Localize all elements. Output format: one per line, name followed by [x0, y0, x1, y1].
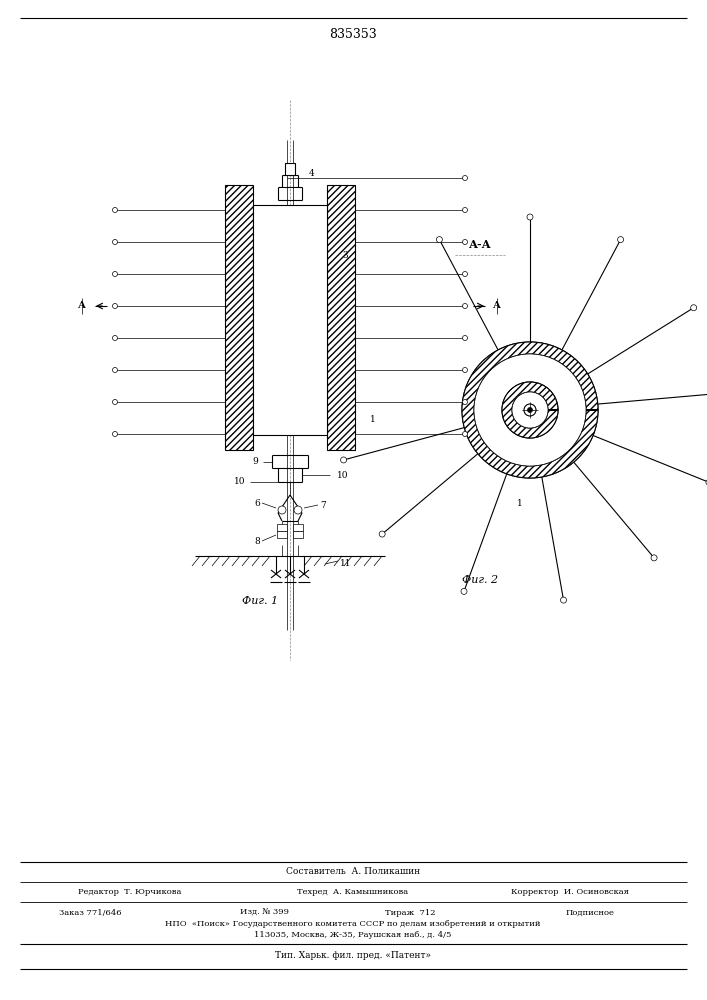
Circle shape [502, 382, 558, 438]
Text: 8: 8 [255, 536, 260, 546]
Circle shape [112, 239, 117, 244]
Bar [327, 185, 355, 450]
Text: 10: 10 [337, 471, 349, 480]
Circle shape [112, 271, 117, 276]
Text: 1: 1 [370, 416, 375, 424]
Text: 4: 4 [309, 168, 315, 178]
Text: Тип. Харьк. фил. пред. «Патент»: Тип. Харьк. фил. пред. «Патент» [275, 950, 431, 960]
Circle shape [379, 531, 385, 537]
Text: Корректор  И. Осиновская: Корректор И. Осиновская [511, 888, 629, 896]
Text: Составитель  А. Поликашин: Составитель А. Поликашин [286, 867, 420, 876]
Text: 11: 11 [340, 560, 351, 568]
Circle shape [112, 336, 117, 340]
Circle shape [462, 239, 467, 244]
Circle shape [462, 176, 467, 180]
Circle shape [527, 214, 533, 220]
Text: 2: 2 [545, 363, 551, 372]
Circle shape [462, 367, 467, 372]
Text: 3: 3 [342, 250, 348, 259]
Bar [277, 531, 287, 538]
Text: НПО  «Поиск» Государственного комитета СССР по делам изобретений и открытий: НПО «Поиск» Государственного комитета СС… [165, 920, 541, 928]
Circle shape [341, 457, 346, 463]
Text: 9: 9 [252, 458, 258, 466]
Text: Техред  А. Камышникова: Техред А. Камышникова [298, 888, 409, 896]
Bar [277, 524, 287, 531]
Circle shape [527, 408, 532, 412]
Circle shape [462, 271, 467, 276]
Text: 1: 1 [517, 498, 523, 508]
Text: Фиг. 2: Фиг. 2 [462, 575, 498, 585]
Circle shape [706, 479, 707, 485]
Circle shape [474, 354, 586, 466]
Circle shape [512, 392, 548, 428]
Text: 113035, Москва, Ж-35, Раушская наб., д. 4/5: 113035, Москва, Ж-35, Раушская наб., д. … [255, 931, 452, 939]
Polygon shape [502, 382, 558, 438]
Text: 10: 10 [233, 478, 245, 487]
Circle shape [561, 597, 566, 603]
Text: Фиг. 1: Фиг. 1 [242, 596, 278, 606]
Circle shape [462, 399, 467, 404]
Circle shape [462, 304, 467, 308]
Text: Подписное: Подписное [566, 909, 614, 917]
Text: А: А [493, 302, 501, 310]
Circle shape [462, 208, 467, 213]
Circle shape [112, 304, 117, 308]
Circle shape [618, 237, 624, 243]
Text: 835353: 835353 [329, 28, 377, 41]
Text: Редактор  Т. Юрчикова: Редактор Т. Юрчикова [78, 888, 182, 896]
Circle shape [462, 432, 467, 436]
Text: 7: 7 [320, 500, 326, 510]
Bar [293, 531, 303, 538]
Text: Изд. № 399: Изд. № 399 [240, 909, 289, 917]
Text: Тираж  712: Тираж 712 [385, 909, 436, 917]
Circle shape [294, 506, 302, 514]
Circle shape [651, 555, 657, 561]
Text: 5: 5 [307, 226, 313, 234]
Circle shape [524, 404, 536, 416]
Circle shape [461, 588, 467, 594]
Circle shape [278, 506, 286, 514]
Bar [253, 205, 327, 435]
Circle shape [112, 399, 117, 404]
Circle shape [112, 367, 117, 372]
Circle shape [691, 305, 696, 311]
Circle shape [436, 237, 443, 243]
Text: Заказ 771/646: Заказ 771/646 [59, 909, 121, 917]
Circle shape [112, 208, 117, 213]
Bar [285, 163, 295, 175]
Text: 6: 6 [255, 498, 260, 508]
Text: А-А: А-А [469, 239, 491, 250]
Text: А: А [78, 302, 86, 310]
Circle shape [462, 342, 598, 478]
Circle shape [462, 336, 467, 340]
Bar [293, 524, 303, 531]
Bar [225, 185, 253, 450]
Text: 2: 2 [312, 365, 317, 374]
Polygon shape [462, 342, 598, 478]
Circle shape [112, 432, 117, 436]
